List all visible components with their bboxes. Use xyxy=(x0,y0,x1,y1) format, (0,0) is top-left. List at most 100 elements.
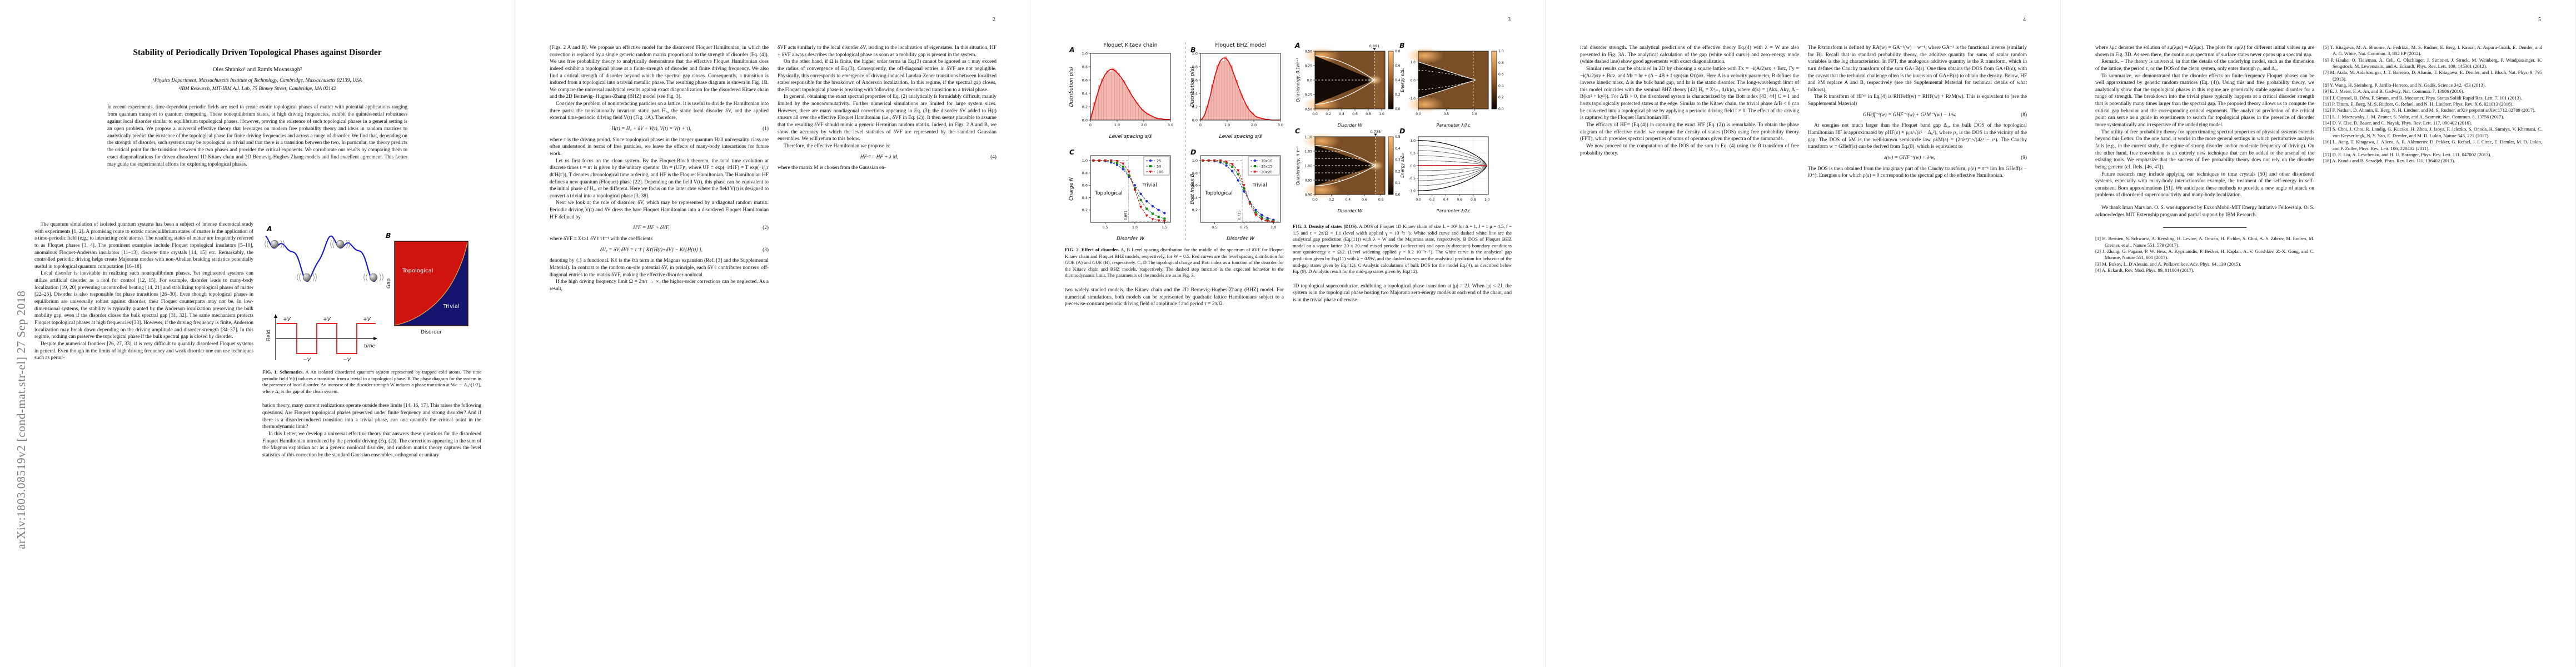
histogram-bar xyxy=(1149,116,1152,121)
data-point xyxy=(1248,201,1251,204)
data-point xyxy=(1201,159,1204,162)
references-divider xyxy=(2163,227,2246,228)
paragraph: In this Letter, we develop a universal e… xyxy=(262,431,481,458)
surface-state-curve xyxy=(1418,165,1487,181)
fig3-density-of-states: A B C D Quasienergy, 0.1πτ⁻¹ Energy ε/Δ₀… xyxy=(1294,41,1504,213)
tick-label: 1.0 xyxy=(1132,225,1138,230)
tick-label: 1.0 xyxy=(1472,112,1477,116)
tick-label: -0.5 xyxy=(1409,177,1416,181)
references-list-part1: [1] H. Bernien, S. Schwartz, A. Keesling… xyxy=(2095,236,2314,273)
fig2a-ylabel: Distribution p(s) xyxy=(1069,67,1074,107)
tick-label: 3.0 xyxy=(1278,123,1283,127)
data-point xyxy=(1122,162,1125,166)
fig1-field-axis-label: Field xyxy=(266,330,272,342)
histogram-bar xyxy=(1117,73,1120,121)
fig1-potential-curve xyxy=(265,235,383,282)
colorbar-tick: 0.2 xyxy=(1395,170,1401,173)
vibration-arc xyxy=(299,273,301,282)
histogram-bar xyxy=(1222,61,1225,121)
histogram-bar xyxy=(1227,62,1230,121)
fig1-phase-diagram: B Topological Trivial Gap Disorder xyxy=(386,231,469,335)
vibration-arc xyxy=(363,273,366,282)
distribution-curve xyxy=(1090,68,1171,121)
fig1-trivial-label: Trivial xyxy=(442,303,459,310)
histogram-bar xyxy=(1122,80,1125,121)
fig2a-title: Floquet Kitaev chain xyxy=(1103,42,1157,48)
reference-item: [3] M. Bukov, L. D'Alessio, and A. Polko… xyxy=(2095,261,2241,267)
histogram-bar xyxy=(1130,96,1134,121)
data-point xyxy=(1122,166,1124,168)
tick-label: 2.0 xyxy=(1141,123,1147,127)
colorbar-tick: 0.4 xyxy=(1395,147,1401,151)
data-point xyxy=(1157,208,1160,211)
data-point xyxy=(1266,218,1269,221)
critical-value-label: 0.891 xyxy=(1124,211,1128,220)
equation: HFᵉᶠᶠ = HF + λ M, (4) xyxy=(778,154,996,161)
paragraph: where δVF ≡ Σℓ≥1 δVℓ τℓ⁻¹ with the coeff… xyxy=(550,236,652,242)
paragraph: Let us first focus on the clean system. … xyxy=(550,158,769,199)
fig2-caption-text: A, B Level spacing distribution for the … xyxy=(1065,247,1284,278)
tick-label: 0.0 xyxy=(1410,78,1416,82)
paragraph: denoting by {.} a functional. Kℓ is the … xyxy=(550,258,769,278)
data-point xyxy=(1248,202,1252,206)
paragraph: where τ is the driving period. Since top… xyxy=(550,137,769,157)
region-label-topological: Topological xyxy=(1204,191,1233,196)
analytical-gap-curve xyxy=(1314,55,1375,81)
tick-label: 1.0 xyxy=(1224,123,1230,127)
region-label-topological: Topological xyxy=(1094,191,1123,196)
fig3a-dos-heatmap: 0.891 0.0 0.2 0.4 0.6 0.8 1.0 0.50 0.25 0.0 -0.25 -… xyxy=(1303,44,1401,116)
fig1-time-axis-label: time xyxy=(364,344,376,349)
axis-frame xyxy=(1200,155,1281,223)
fig2d-xlabel: Disorder W xyxy=(1227,236,1255,242)
reference-item: [1] H. Bernien, S. Schwartz, A. Keesling… xyxy=(2095,236,2314,248)
page-number: 4 xyxy=(2023,17,2026,23)
fig2c-xlabel: Disorder W xyxy=(1117,236,1145,242)
histogram-bar xyxy=(1127,89,1131,121)
vibration-arc xyxy=(332,240,335,248)
equation: δV₁ = δV, δVℓ = τ⁻ℓ [ Kℓ{H(t)+δV} − Kℓ{H… xyxy=(550,247,769,254)
fig2-panel-c-label: C xyxy=(1069,148,1075,156)
data-point xyxy=(1115,160,1119,163)
page5-right-column: [5] T. Kitagawa, M. A. Broome, A. Fedriz… xyxy=(2323,44,2542,165)
surface-state-curve xyxy=(1418,165,1488,191)
equation: H(t) = H₀ + δV + V(t), V(t) = V(t + τ), (… xyxy=(550,126,769,133)
colorbar-tick: 0.1 xyxy=(1395,181,1401,185)
data-point xyxy=(1134,187,1136,190)
reference-item: [2] J. Zhang, G. Pagano, P. W. Hess, A. … xyxy=(2095,248,2314,261)
fig2d-ylabel: Bott index B xyxy=(1190,173,1195,204)
data-point xyxy=(1243,190,1245,193)
data-point xyxy=(1266,217,1269,220)
distribution-curve xyxy=(1200,57,1281,121)
data-point xyxy=(1213,159,1217,162)
tick-label: 0 xyxy=(1199,123,1202,127)
tick-label: 0.8 xyxy=(1192,171,1198,175)
analytical-gap-curve xyxy=(1418,79,1476,99)
page4-left-column: ical disorder strength. The analytical p… xyxy=(1580,44,1799,157)
data-point xyxy=(1133,189,1137,192)
tick-label: 0.6 xyxy=(1082,183,1088,188)
spectral-gap-region xyxy=(1315,56,1374,104)
fig3d-xlabel: Parameter λ/λc xyxy=(1436,208,1471,213)
tick-label: 0.8 xyxy=(1082,171,1088,175)
tick-label: 1.0 xyxy=(1192,51,1198,56)
histogram-bar xyxy=(1232,75,1235,121)
data-point xyxy=(1243,187,1245,190)
fig3a-ylabel: Quasienergy, 0.1πτ⁻¹ xyxy=(1296,58,1301,102)
paragraph: ical disorder strength. The analytical p… xyxy=(1580,45,1799,65)
tick-label: 0.6 xyxy=(1362,198,1367,202)
tick-label: 0.6 xyxy=(1457,198,1462,202)
colorbar-tick: 0.0 xyxy=(1395,193,1401,197)
data-point xyxy=(1207,159,1210,162)
data-point xyxy=(1163,212,1166,215)
fig3c-ylabel: Quasienergy, π τ⁻¹ xyxy=(1296,146,1301,185)
tick-label: 0.4 xyxy=(1346,198,1351,202)
tick-label: 1.00 xyxy=(1305,164,1313,168)
page2-left-column: (Figs. 2 A and B). We propose an effecti… xyxy=(550,44,769,293)
data-point xyxy=(1151,205,1154,208)
fig1-caption-head: FIG. 1. Schematics. xyxy=(262,369,304,375)
fig1-plus-v-label: +V xyxy=(283,317,291,322)
fig3-panel-d-label: D xyxy=(1399,127,1405,135)
fig3a-xlabel: Disorder W xyxy=(1338,123,1363,128)
tick-label: 0.2 xyxy=(1326,112,1331,116)
histogram-bar xyxy=(1243,102,1246,121)
